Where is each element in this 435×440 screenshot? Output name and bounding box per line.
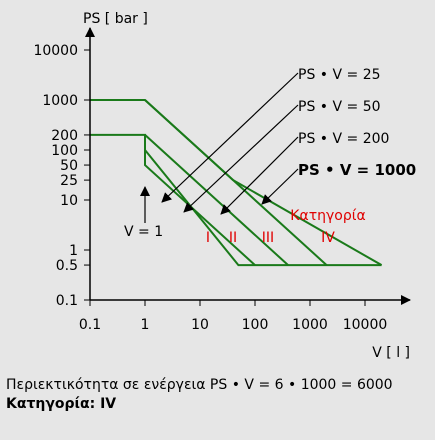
series-line-4 xyxy=(144,134,289,266)
y-tick-label: 200 xyxy=(51,128,78,144)
y-tick-label: 25 xyxy=(60,173,78,189)
y-tick-label: 1 xyxy=(69,243,78,259)
x-tick-label: 1 xyxy=(141,317,150,333)
x-tick-label: 1000 xyxy=(292,317,328,333)
annotation-arrow xyxy=(220,136,299,215)
category-label: Κατηγορία xyxy=(290,208,365,224)
annotation-label: PS • V = 200 xyxy=(298,131,389,147)
y-tick-label: 50 xyxy=(60,158,78,174)
series-line-3 xyxy=(144,150,256,266)
annotation-label: PS • V = 1000 xyxy=(298,161,416,179)
series-line-5 xyxy=(144,99,328,266)
annotation-arrow xyxy=(161,72,299,203)
y-axis-label: PS [ bar ] xyxy=(83,11,148,27)
annotation-label: PS • V = 25 xyxy=(298,67,381,83)
category-label: III xyxy=(262,230,274,246)
category-label: II xyxy=(229,230,237,246)
x-tick-label: 100 xyxy=(242,317,269,333)
y-tick-label: 10000 xyxy=(33,43,78,59)
annotation-arrow xyxy=(183,104,299,213)
footer-energy-line: Περιεκτικότητα σε ενέργεια PS • V = 6 • … xyxy=(6,377,393,393)
x-tick-label: 10 xyxy=(191,317,209,333)
x-axis-label: V [ l ] xyxy=(372,345,410,361)
y-tick-label: 0.5 xyxy=(56,258,78,274)
y-tick-label: 100 xyxy=(51,143,78,159)
annotation-label: V = 1 xyxy=(124,224,163,240)
x-tick-label: 0.1 xyxy=(79,317,101,333)
y-tick-label: 1000 xyxy=(42,93,78,109)
annotation-label: PS • V = 50 xyxy=(298,99,381,115)
category-label: I xyxy=(206,230,210,246)
footer-category-line: Κατηγορία: IV xyxy=(6,396,117,412)
chart-svg: PS [ bar ] V [ l ] 0.1 1 10 100 1000 10000 0.1 0.… xyxy=(33,11,416,361)
category-label: IV xyxy=(321,230,335,246)
y-tick-label: 0.1 xyxy=(56,293,78,309)
y-tick-label: 10 xyxy=(60,193,78,209)
footer: Περιεκτικότητα σε ενέργεια PS • V = 6 • … xyxy=(6,376,393,414)
x-tick-label: 10000 xyxy=(343,317,388,333)
annotation-arrow xyxy=(261,168,299,205)
